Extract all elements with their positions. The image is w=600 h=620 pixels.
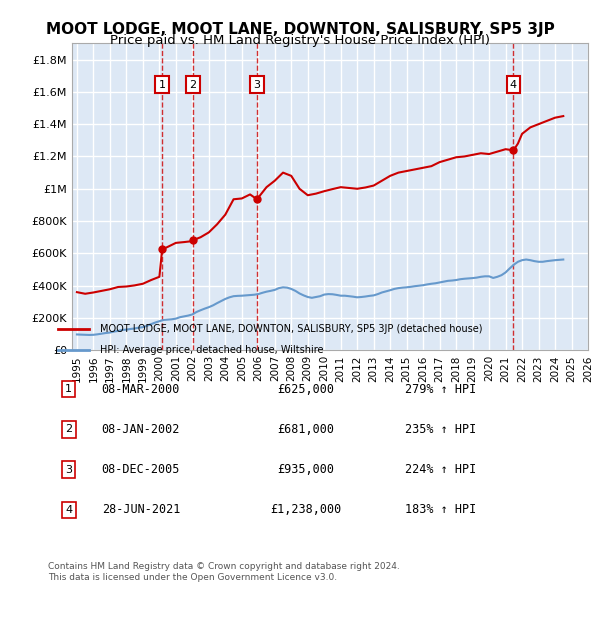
Text: 279% ↑ HPI: 279% ↑ HPI (404, 383, 476, 396)
Text: 2: 2 (65, 424, 72, 435)
Text: 28-JUN-2021: 28-JUN-2021 (101, 503, 180, 516)
Text: 2: 2 (189, 80, 196, 90)
Text: 183% ↑ HPI: 183% ↑ HPI (404, 503, 476, 516)
Text: 1: 1 (158, 80, 166, 90)
Text: £935,000: £935,000 (277, 463, 335, 476)
Text: 235% ↑ HPI: 235% ↑ HPI (404, 423, 476, 436)
Text: 224% ↑ HPI: 224% ↑ HPI (404, 463, 476, 476)
Text: 3: 3 (253, 80, 260, 90)
Text: 4: 4 (65, 505, 72, 515)
Text: £1,238,000: £1,238,000 (271, 503, 341, 516)
Text: 4: 4 (510, 80, 517, 90)
Text: 1: 1 (65, 384, 72, 394)
Text: 3: 3 (65, 464, 72, 475)
Text: HPI: Average price, detached house, Wiltshire: HPI: Average price, detached house, Wilt… (100, 345, 323, 355)
Text: £681,000: £681,000 (277, 423, 335, 436)
Text: MOOT LODGE, MOOT LANE, DOWNTON, SALISBURY, SP5 3JP: MOOT LODGE, MOOT LANE, DOWNTON, SALISBUR… (46, 22, 554, 37)
Text: 08-DEC-2005: 08-DEC-2005 (101, 463, 180, 476)
Text: 08-MAR-2000: 08-MAR-2000 (101, 383, 180, 396)
Text: MOOT LODGE, MOOT LANE, DOWNTON, SALISBURY, SP5 3JP (detached house): MOOT LODGE, MOOT LANE, DOWNTON, SALISBUR… (100, 324, 482, 334)
Text: Contains HM Land Registry data © Crown copyright and database right 2024.
This d: Contains HM Land Registry data © Crown c… (48, 562, 400, 582)
Text: 08-JAN-2002: 08-JAN-2002 (101, 423, 180, 436)
Text: £625,000: £625,000 (277, 383, 335, 396)
Text: Price paid vs. HM Land Registry's House Price Index (HPI): Price paid vs. HM Land Registry's House … (110, 34, 490, 47)
